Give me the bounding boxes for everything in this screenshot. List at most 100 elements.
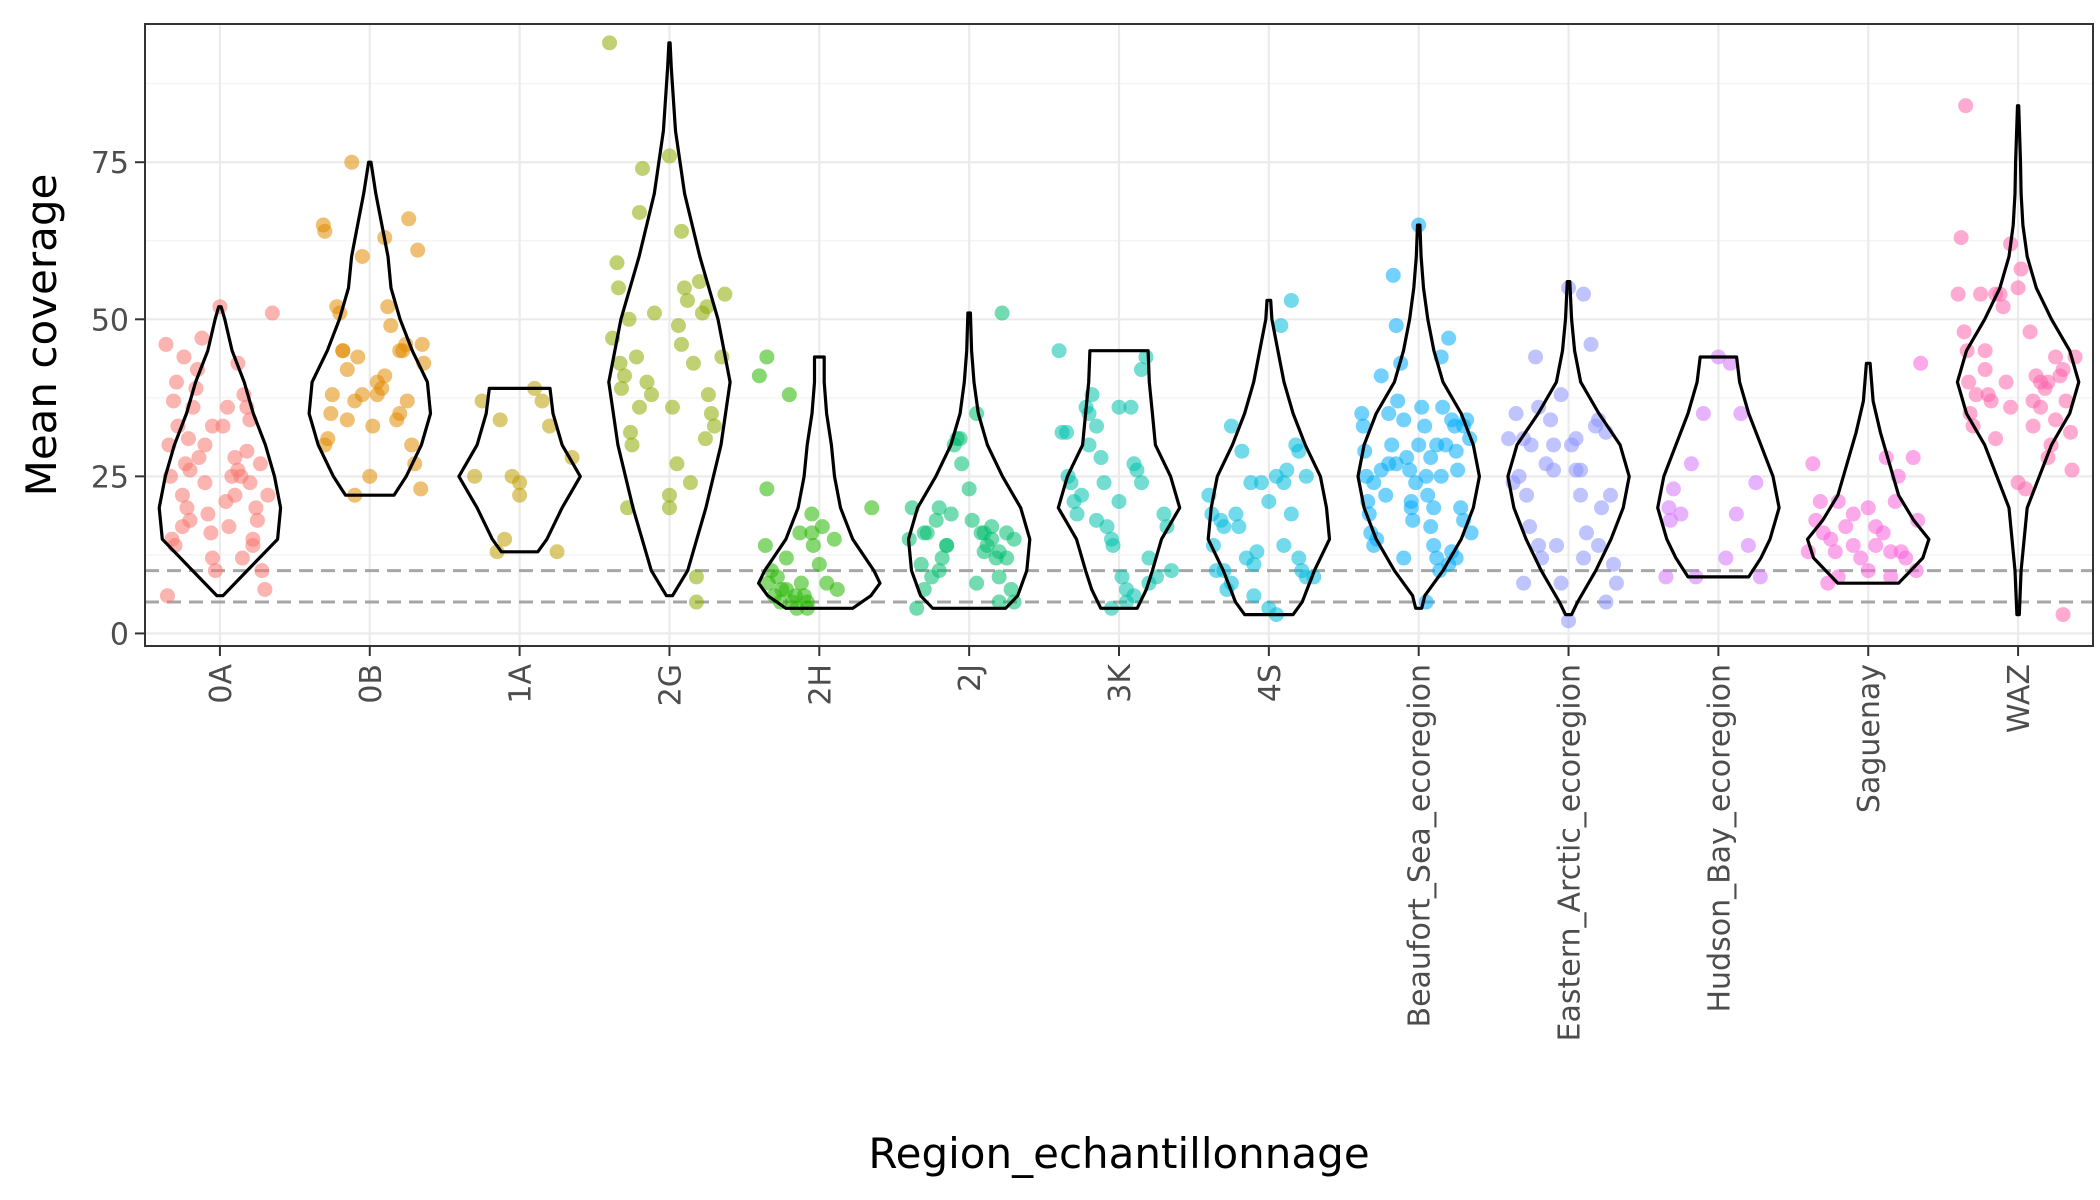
data-point	[392, 343, 408, 359]
data-point	[1231, 519, 1247, 535]
data-point	[805, 537, 821, 553]
data-point	[664, 399, 680, 415]
data-point	[994, 305, 1010, 321]
data-point	[489, 544, 505, 560]
data-point	[1429, 550, 1445, 566]
data-point	[1519, 487, 1535, 503]
data-point	[221, 519, 237, 535]
data-point	[916, 525, 932, 541]
x-tick-label: Hudson_Bay_ecoregion	[1702, 664, 1737, 1013]
data-point	[624, 437, 640, 453]
data-point	[203, 525, 219, 541]
data-point	[392, 406, 408, 422]
data-point	[1528, 349, 1544, 365]
data-point	[1216, 519, 1232, 535]
data-point	[621, 311, 637, 327]
data-point	[643, 387, 659, 403]
data-point	[1089, 418, 1105, 434]
data-point	[1381, 406, 1397, 422]
data-point	[1583, 336, 1599, 352]
data-point	[1396, 412, 1412, 428]
data-point	[204, 418, 220, 434]
data-point	[2063, 424, 2079, 440]
data-point	[1573, 462, 1589, 478]
data-point	[249, 512, 265, 528]
data-point	[1860, 563, 1876, 579]
data-point	[1276, 475, 1292, 491]
data-point	[954, 456, 970, 472]
data-point	[931, 500, 947, 516]
data-point	[1463, 525, 1479, 541]
violin-1A	[457, 386, 582, 554]
data-point	[215, 418, 231, 434]
data-point	[164, 531, 180, 547]
x-tick-label: Beaufort_Sea_ecoregion	[1403, 664, 1438, 1028]
data-point	[1298, 468, 1314, 484]
data-point	[1827, 544, 1843, 560]
data-point	[1973, 286, 1989, 302]
data-point	[1156, 506, 1172, 522]
data-point	[634, 161, 650, 177]
data-point	[1126, 588, 1142, 604]
data-point	[1695, 406, 1711, 422]
data-point	[1546, 437, 1562, 453]
data-point	[1845, 506, 1861, 522]
data-point	[999, 550, 1015, 566]
data-point	[197, 475, 213, 491]
data-point	[1081, 437, 1097, 453]
data-point	[826, 531, 842, 547]
data-point	[1059, 424, 1075, 440]
data-point	[1441, 330, 1457, 346]
violin-2H	[757, 355, 882, 610]
data-point	[1435, 399, 1451, 415]
data-point	[706, 418, 722, 434]
y-axis-title: Mean coverage	[17, 174, 66, 497]
data-point	[467, 468, 483, 484]
data-point	[819, 575, 835, 591]
data-point	[323, 406, 339, 422]
violin-Beaufort_Sea_ecoregion	[1356, 223, 1481, 610]
data-point	[1665, 481, 1681, 497]
data-point	[362, 468, 378, 484]
data-point	[646, 305, 662, 321]
data-point	[1093, 450, 1109, 466]
data-point	[1883, 544, 1899, 560]
data-point	[759, 481, 775, 497]
data-point	[176, 349, 192, 365]
data-point	[631, 204, 647, 220]
data-point	[964, 512, 980, 528]
x-tick-label: 4S	[1253, 664, 1288, 702]
data-point	[339, 362, 355, 378]
data-point	[1291, 550, 1307, 566]
data-point	[191, 450, 207, 466]
data-point	[1553, 387, 1569, 403]
data-point	[991, 569, 1007, 585]
data-point	[1983, 393, 1999, 409]
x-axis: 0A 0B 1A 2G 2H 2J 3K 4S Beaufort_Sea_ecoregion Ea…	[204, 646, 2037, 1041]
data-point	[685, 355, 701, 371]
data-point	[1875, 525, 1891, 541]
violin-0B	[307, 160, 433, 497]
data-point	[365, 418, 381, 434]
data-point	[254, 563, 270, 579]
data-point	[679, 292, 695, 308]
data-point	[1291, 443, 1307, 459]
data-point	[549, 544, 565, 560]
data-point	[1385, 267, 1401, 283]
data-point	[1752, 569, 1768, 585]
data-point	[1958, 98, 1974, 114]
y-tick-label: 75	[91, 146, 129, 181]
data-point	[219, 399, 235, 415]
data-point	[2003, 399, 2019, 415]
data-point	[264, 305, 280, 321]
jitter-points	[158, 35, 2083, 629]
data-point	[1396, 550, 1412, 566]
data-point	[661, 500, 677, 516]
data-point	[512, 487, 528, 503]
data-point	[781, 387, 797, 403]
data-point	[1129, 462, 1145, 478]
data-point	[1523, 437, 1539, 453]
data-point	[1913, 355, 1929, 371]
data-point	[497, 531, 513, 547]
